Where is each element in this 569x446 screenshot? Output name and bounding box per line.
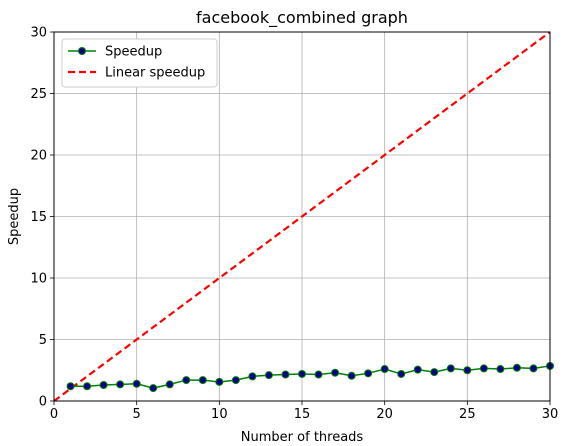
speedup-point (66, 382, 75, 391)
speedup-point (231, 376, 240, 385)
speedup-point (132, 379, 141, 388)
tick-layer: 0 5 10 15 20 25 30 0 5 10 15 20 25 30 (30, 26, 558, 423)
linear-speedup-line (53, 31, 551, 402)
speedup-point (281, 370, 290, 379)
speedup-point (165, 380, 174, 389)
speedup-point (215, 377, 224, 386)
speedup-point (83, 382, 92, 391)
speedup-point (198, 376, 207, 385)
x-tick-label: 10 (211, 407, 228, 422)
speedup-point (512, 363, 521, 372)
speedup-point (149, 384, 158, 393)
y-tick-label: 25 (30, 87, 47, 102)
y-axis-label: Speedup (7, 188, 22, 245)
speedup-point (264, 371, 273, 380)
x-tick-label: 25 (459, 407, 476, 422)
legend: Speedup Linear speedup (61, 38, 218, 88)
speedup-point (298, 369, 306, 378)
y-tick-label: 20 (30, 149, 47, 164)
legend-box (61, 38, 218, 88)
legend-speedup-marker (78, 47, 86, 55)
legend-linear-label: Linear speedup (105, 66, 205, 81)
speedup-point (347, 371, 356, 380)
x-tick-label: 30 (542, 407, 559, 422)
speedup-point (413, 365, 422, 374)
y-tick-label: 15 (30, 210, 47, 225)
speedup-point (99, 381, 108, 390)
speedup-point (116, 380, 125, 389)
y-tick-label: 5 (39, 333, 47, 348)
speedup-point (364, 369, 373, 378)
x-tick-label: 5 (133, 407, 141, 422)
y-tick-label: 30 (30, 26, 47, 41)
speedup-point (529, 364, 538, 373)
legend-speedup-label: Speedup (105, 45, 162, 60)
speedup-point (248, 372, 257, 381)
speedup-point (430, 368, 439, 377)
y-tick-label: 10 (30, 272, 47, 287)
speedup-point (182, 376, 191, 385)
x-tick-label: 0 (50, 407, 58, 422)
speedup-point (397, 369, 406, 378)
x-tick-label: 20 (376, 407, 393, 422)
speedup-point (446, 364, 455, 373)
speedup-point (314, 370, 323, 379)
speedup-point (463, 366, 472, 375)
y-tick-label: 0 (39, 395, 47, 410)
speedup-point (380, 365, 389, 374)
x-tick-label: 15 (294, 407, 311, 422)
speedup-point (496, 365, 505, 374)
speedup-point (331, 368, 340, 377)
x-axis-label: Number of threads (241, 430, 364, 445)
series-layer (53, 31, 554, 402)
chart-title: facebook_combined graph (196, 8, 408, 28)
speedup-point (479, 364, 488, 373)
